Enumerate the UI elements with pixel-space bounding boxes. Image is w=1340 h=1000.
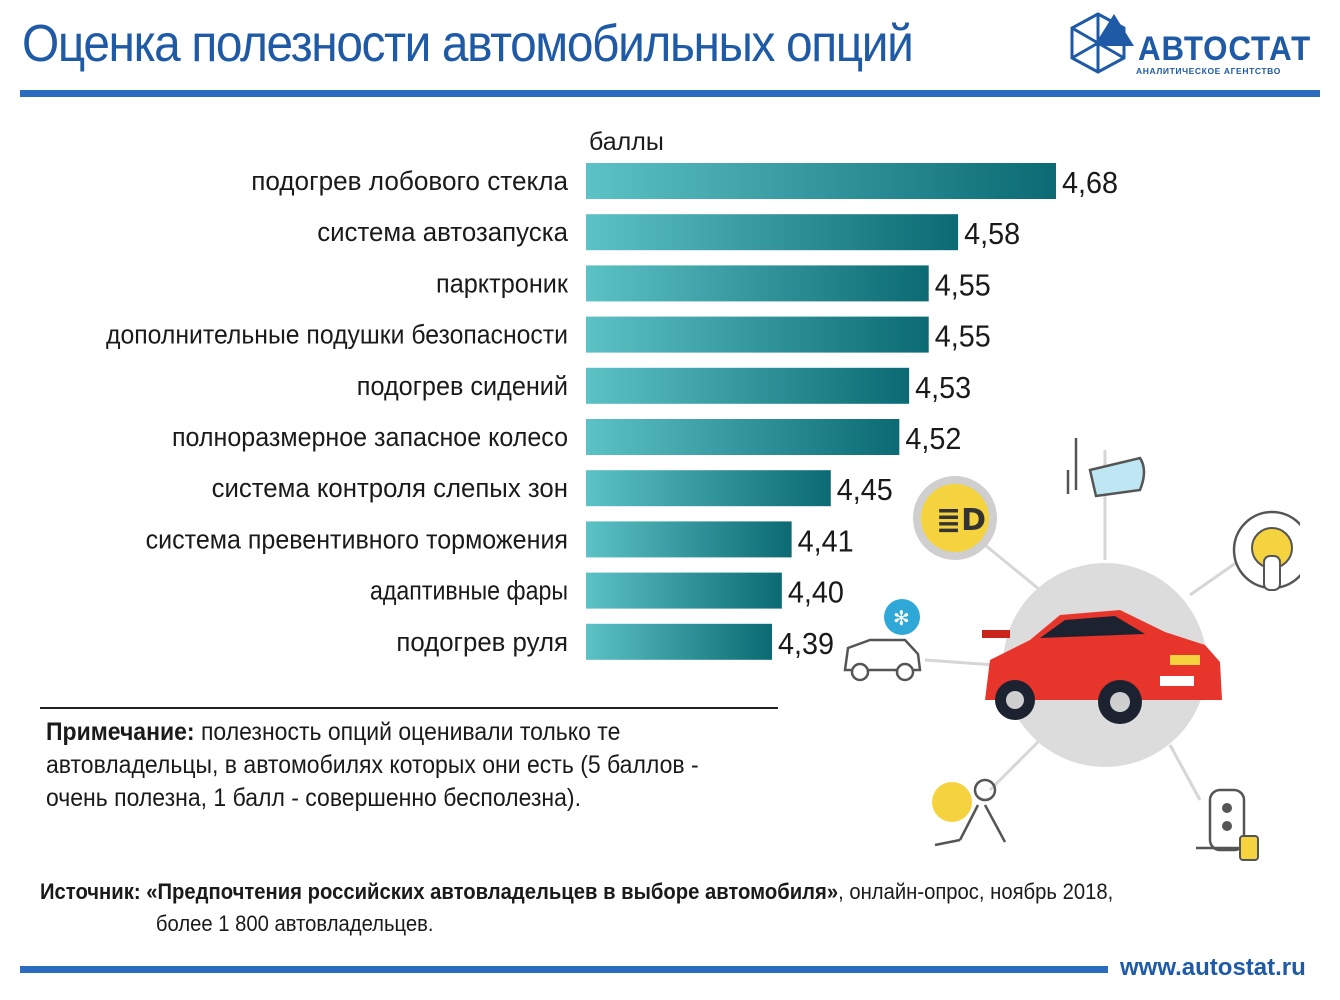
bar-0 <box>586 163 1056 199</box>
bar-6 <box>586 470 831 507</box>
heated-mirror-icon <box>1066 438 1146 498</box>
source-rest: , онлайн-опрос, ноябрь 2018, <box>838 879 1114 904</box>
source: Источник: «Предпочтения российских автов… <box>40 876 1144 940</box>
source-title: «Предпочтения российских автовладельцев … <box>140 879 839 904</box>
bar-8 <box>586 572 782 609</box>
bar-1 <box>586 214 959 251</box>
header-divider <box>20 90 1320 97</box>
note-label: Примечание: <box>46 718 195 746</box>
value-label-4: 4,53 <box>915 370 971 405</box>
chart-unit-label: баллы <box>589 128 664 156</box>
bar-chart: баллы подогрев лобового стекла 4,68 систем… <box>106 128 1118 661</box>
value-label-3: 4,55 <box>935 319 991 354</box>
note-text: полезность опций оценивали только те авт… <box>46 718 699 812</box>
remote-start-icon: ✻ <box>843 599 922 682</box>
red-car-icon <box>982 610 1222 724</box>
note: Примечание: полезность опций оценивали т… <box>46 716 745 815</box>
footer-divider <box>20 966 1108 973</box>
value-label-7: 4,41 <box>798 523 854 558</box>
value-label-6: 4,45 <box>837 472 893 507</box>
value-label-5: 4,52 <box>905 421 961 456</box>
category-label-9: подогрев руля <box>396 627 568 657</box>
bar-4 <box>586 367 910 404</box>
value-label-9: 4,39 <box>778 626 834 661</box>
car-options-illustration: ≣D ✻ <box>843 438 1300 861</box>
airbag-icon <box>932 778 1007 847</box>
value-label-2: 4,55 <box>935 267 991 302</box>
category-label-0: подогрев лобового стекла <box>251 166 569 196</box>
bar-9 <box>586 623 773 660</box>
category-label-7: система превентивного торможения <box>146 524 568 554</box>
svg-text:≣D: ≣D <box>936 503 986 538</box>
value-label-0: 4,68 <box>1062 165 1118 200</box>
logo-tagline: АНАЛИТИЧЕСКОЕ АГЕНТСТВО <box>1136 66 1281 76</box>
category-label-1: система автозапуска <box>317 217 569 247</box>
bar-5 <box>586 419 900 455</box>
fog-light-icon: ≣D <box>913 476 997 560</box>
category-label-5: полноразмерное запасное колесо <box>172 422 568 452</box>
logo <box>1070 12 1134 74</box>
category-label-8: адаптивные фары <box>370 576 568 606</box>
page-title: Оценка полезности автомобильных опций <box>22 15 914 73</box>
logo-name: АВТОСТАТ <box>1138 30 1312 68</box>
bar-3 <box>586 316 929 353</box>
svg-text:✻: ✻ <box>893 606 910 630</box>
source-label: Источник: <box>40 879 141 904</box>
category-label-3: дополнительные подушки безопасности <box>106 320 568 350</box>
note-divider <box>40 707 778 709</box>
footer-url[interactable]: www.autostat.ru <box>1120 954 1306 981</box>
category-label-4: подогрев сидений <box>357 371 568 401</box>
category-label-2: парктроник <box>436 268 568 298</box>
bar-7 <box>586 521 792 558</box>
start-button-icon <box>1232 510 1300 591</box>
value-label-1: 4,58 <box>964 216 1020 251</box>
value-label-8: 4,40 <box>788 575 844 610</box>
car-key-icon <box>1196 788 1259 861</box>
category-label-6: система контроля слепых зон <box>212 473 568 503</box>
bar-2 <box>586 265 929 302</box>
source-line2: более 1 800 автовладельцев. <box>155 911 434 936</box>
